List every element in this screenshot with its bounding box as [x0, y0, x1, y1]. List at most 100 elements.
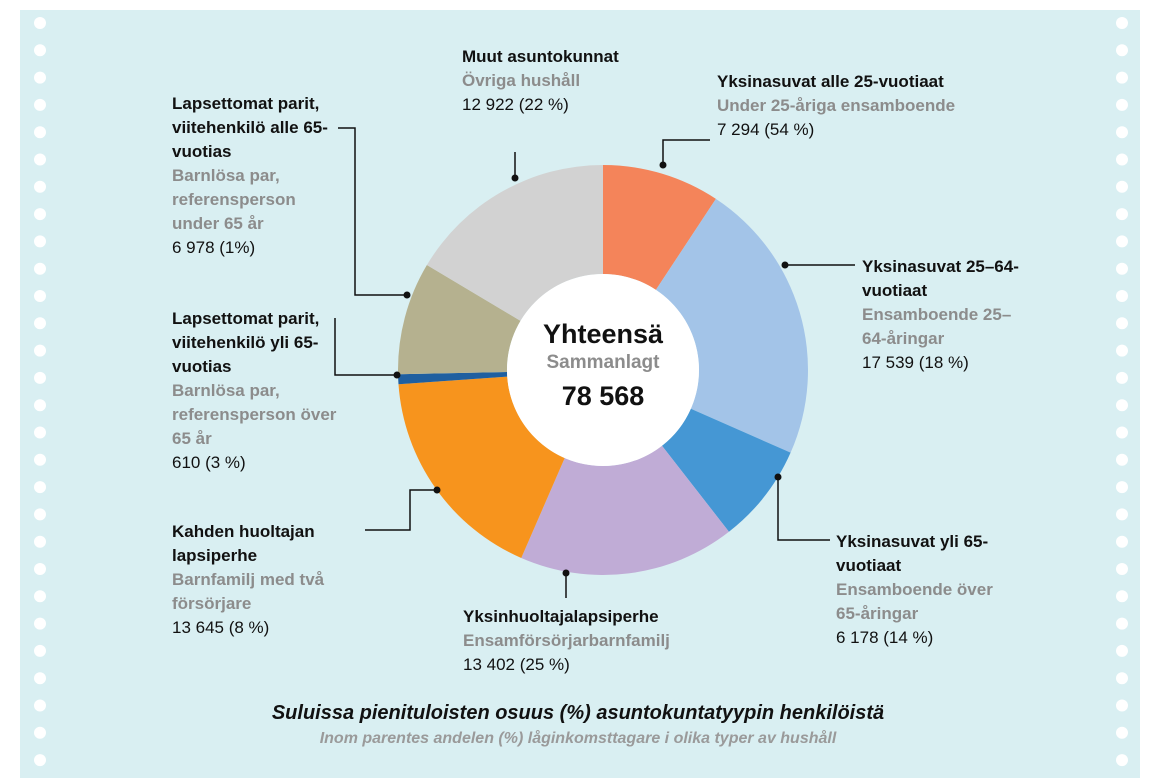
- value-label: 12 922 (22 %): [462, 95, 569, 114]
- edge-dot: [34, 17, 46, 29]
- edge-dot: [34, 235, 46, 248]
- edge-dot: [1116, 508, 1128, 521]
- label-sv: Under 25-åriga ensamboende: [717, 96, 956, 115]
- edge-dot: [34, 508, 46, 521]
- edge-dot: [1116, 208, 1128, 221]
- leader-lines: [334, 127, 855, 598]
- edge-dot: [1116, 180, 1128, 193]
- value-label: 6 178 (14 %): [836, 628, 934, 647]
- slice: [603, 165, 716, 290]
- edge-dots: [34, 17, 1128, 767]
- label: Lapsettomat parit, viitehenkilö alle 65-…: [172, 92, 344, 260]
- edge-dot: [1116, 481, 1128, 494]
- edge-dot: [34, 563, 46, 575]
- edge-dot: [1116, 153, 1128, 166]
- label-sv: Ensamboende över 65-åringar: [836, 580, 993, 623]
- edge-dot: [34, 208, 46, 221]
- center-subtitle: Sammanlagt: [546, 352, 660, 373]
- edge-dot: [34, 754, 46, 767]
- label-fi: Yksinhuoltajalapsiperhe: [463, 607, 659, 626]
- edge-dot: [34, 371, 46, 384]
- edge-dot: [34, 672, 46, 685]
- label: Muut asuntokunnat Övriga hushåll 12 922 …: [462, 45, 702, 117]
- slice: [398, 376, 565, 558]
- edge-dot: [1116, 699, 1128, 712]
- edge-dot: [34, 317, 46, 330]
- edge-dot: [1116, 371, 1128, 384]
- edge-dot: [34, 726, 46, 739]
- edge-dot: [34, 590, 46, 603]
- label-fi: Lapsettomat parit, viitehenkilö alle 65-…: [172, 94, 328, 161]
- slices: [398, 165, 808, 576]
- center-title: Yhteensä: [542, 319, 664, 349]
- slice: [521, 445, 729, 576]
- label: Yksinhuoltajalapsiperhe Ensamförsörjarba…: [463, 605, 743, 677]
- edge-dot: [34, 481, 46, 494]
- edge-dot: [1116, 71, 1128, 84]
- footnote-sv: Inom parentes andelen (%) låginkomsttaga…: [319, 730, 837, 747]
- edge-dot: [1116, 453, 1128, 466]
- slice: [398, 371, 508, 385]
- label-fi: Yksinasuvat 25–64-vuotiaat: [862, 257, 1019, 300]
- edge-dot: [1116, 672, 1128, 685]
- edge-dot: [34, 617, 46, 630]
- edge-dot: [1116, 563, 1128, 575]
- value-label: 17 539 (18 %): [862, 353, 969, 372]
- label: Yksinasuvat alle 25-vuotiaat Under 25-år…: [717, 70, 1017, 142]
- label: Kahden huoltajan lapsiperhe Barnfamilj m…: [172, 520, 362, 640]
- edge-dot: [1116, 344, 1128, 357]
- slice: [661, 408, 791, 532]
- label: Yksinasuvat yli 65-vuotiaat Ensamboende …: [836, 530, 1006, 650]
- label-fi: Lapsettomat parit, viitehenkilö yli 65-v…: [172, 309, 320, 376]
- edge-dot: [1116, 590, 1128, 603]
- label-fi: Yksinasuvat alle 25-vuotiaat: [717, 72, 944, 91]
- label-sv: Övriga hushåll: [462, 71, 581, 90]
- slice: [655, 198, 808, 453]
- edge-dot: [1116, 17, 1128, 29]
- edge-dot: [1116, 98, 1128, 111]
- value-label: 6 978 (1%): [172, 238, 256, 257]
- label-sv: Barnlösa par, referensperson över 65 år: [172, 381, 337, 448]
- edge-dot: [1116, 235, 1128, 248]
- edge-dot: [34, 699, 46, 712]
- edge-dot: [1116, 535, 1128, 548]
- center-text: Yhteensä Sammanlagt 78 568: [508, 318, 698, 416]
- edge-dot: [34, 180, 46, 193]
- edge-dot: [1116, 754, 1128, 767]
- value-label: 13 645 (8 %): [172, 618, 270, 637]
- edge-dot: [34, 399, 46, 412]
- label-fi: Kahden huoltajan lapsiperhe: [172, 522, 315, 565]
- edge-dot: [34, 644, 46, 657]
- leader-dots: [393, 161, 789, 577]
- edge-dot: [34, 426, 46, 439]
- edge-dot: [34, 535, 46, 548]
- label-sv: Barnfamilj med två försörjare: [172, 570, 325, 613]
- value-label: 610 (3 %): [172, 453, 246, 472]
- label-fi: Muut asuntokunnat: [462, 47, 619, 66]
- edge-dot: [34, 453, 46, 466]
- edge-dot: [34, 71, 46, 84]
- donut-hole: [507, 274, 699, 466]
- edge-dot: [34, 344, 46, 357]
- slice: [398, 265, 521, 375]
- edge-dot: [34, 290, 46, 302]
- value-label: 7 294 (54 %): [717, 120, 815, 139]
- edge-dot: [1116, 726, 1128, 739]
- edge-dot: [1116, 44, 1128, 57]
- label: Yksinasuvat 25–64-vuotiaat Ensamboende 2…: [862, 255, 1027, 375]
- total: 78 568: [561, 381, 645, 411]
- slice: [426, 165, 603, 321]
- edge-dot: [1116, 317, 1128, 330]
- edge-dot: [1116, 617, 1128, 630]
- edge-dot: [34, 126, 46, 139]
- label: Lapsettomat parit, viitehenkilö yli 65-v…: [172, 307, 352, 475]
- edge-dot: [1116, 290, 1128, 302]
- edge-dot: [1116, 262, 1128, 275]
- edge-dot: [34, 44, 46, 57]
- label-sv: Barnlösa par, referensperson under 65 år: [172, 166, 296, 233]
- label-fi: Yksinasuvat yli 65-vuotiaat: [836, 532, 989, 575]
- value-label: 13 402 (25 %): [463, 655, 570, 674]
- edge-dot: [34, 98, 46, 111]
- edge-dot: [34, 262, 46, 275]
